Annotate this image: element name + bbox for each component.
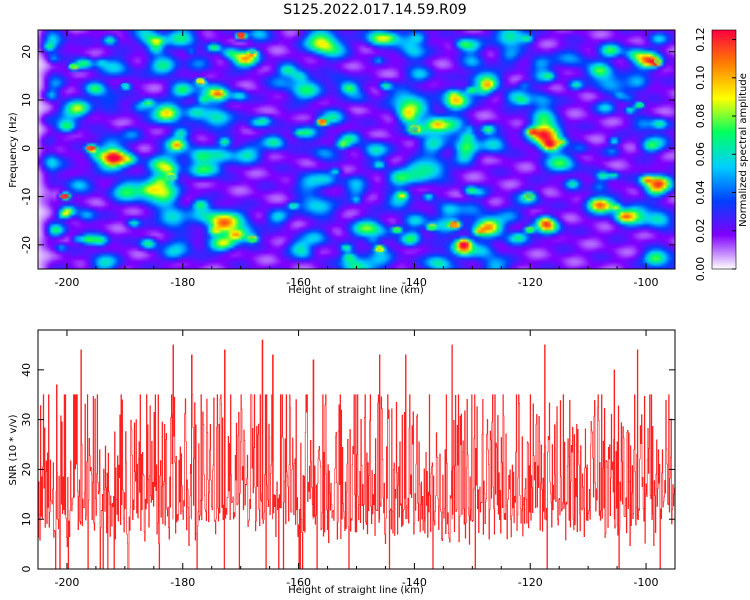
spectrogram-y-axis-title: Frequency (Hz) <box>8 112 19 188</box>
colorbar-title: Normalized spectral amplitude <box>738 73 749 227</box>
spectrogram-x-axis-title: Height of straight line (km) <box>288 285 424 296</box>
spectrogram-y-tick-label: 20 <box>20 45 33 59</box>
spectrogram-y-ticks: -20 -10 0 10 20 <box>20 45 675 254</box>
colorbar-scale <box>711 29 737 270</box>
snr-x-tick-label: -140 <box>402 576 427 589</box>
spectrogram-hotspot <box>636 102 645 108</box>
spectrogram-hotspot <box>427 225 436 231</box>
spectrogram-hotspot <box>196 78 205 84</box>
snr-x-tick-label: -160 <box>286 576 311 589</box>
snr-x-tick-label: -120 <box>518 576 543 589</box>
spectrogram-hotspot <box>248 49 257 55</box>
spectrogram-hotspot <box>375 247 384 253</box>
snr-y-axis-title: SNR (10 * v/v) <box>8 414 19 485</box>
snr-peaks <box>56 339 638 520</box>
snr-x-tick-label: -180 <box>170 576 195 589</box>
snr-y-ticks: 0 10 20 30 40 <box>20 363 675 573</box>
spectrogram-hotspot <box>526 227 535 233</box>
snr-y-tick-label: 20 <box>20 462 33 476</box>
spectrogram-y-tick-label: 10 <box>20 93 33 107</box>
spectrogram-hotspot <box>450 223 459 229</box>
spectrogram-hotspot <box>60 194 69 200</box>
spectrogram-hotspot <box>317 119 326 125</box>
spectrogram-hotspots <box>60 32 662 253</box>
spectrogram-hotspot <box>393 227 402 233</box>
spectrogram-hotspot <box>288 203 297 209</box>
spectrogram-hotspot <box>248 237 257 243</box>
spectrogram-hotspot <box>526 194 535 200</box>
colorbar-tick-label: 0.06 <box>694 142 707 167</box>
spectrogram-hotspot <box>410 126 419 132</box>
spectrogram-y-tick-label: -10 <box>20 188 33 206</box>
page-title: S125.2022.017.14.59.R09 <box>283 2 467 18</box>
colorbar-tick-label: 0.12 <box>694 27 707 52</box>
spectrogram-hotspot <box>86 145 95 151</box>
colorbar-tick-label: 0.04 <box>694 180 707 205</box>
spectrogram-heatmap <box>38 30 675 269</box>
spectrogram-hotspot <box>68 63 77 69</box>
colorbar: 0.00 0.02 0.04 0.06 0.08 0.10 0.12 Normalized … <box>694 27 749 281</box>
snr-x-tick-label: -100 <box>634 576 659 589</box>
spectrogram-x-tick-label: -140 <box>402 276 427 289</box>
colorbar-tick-label: 0.08 <box>694 104 707 129</box>
spectrogram-y-tick-label: 0 <box>20 145 33 152</box>
spectrogram-hotspot <box>653 58 662 64</box>
spectrogram-x-tick-label: -200 <box>54 276 79 289</box>
spectrogram-x-ticks: -200 -180 -160 -140 -120 -100 <box>37 30 676 289</box>
spectrogram-hotspot <box>120 83 129 89</box>
snr-series-line <box>38 339 675 569</box>
snr-y-tick-label: 10 <box>20 512 33 526</box>
spectrogram-x-tick-label: -160 <box>286 276 311 289</box>
colorbar-ticks: 0.00 0.02 0.04 0.06 0.08 0.10 0.12 <box>694 27 736 281</box>
spectrogram-x-tick-label: -100 <box>634 276 659 289</box>
colorbar-tick-label: 0.10 <box>694 66 707 91</box>
spectrogram-hotspot <box>167 174 176 180</box>
snr-y-tick-label: 0 <box>20 566 33 573</box>
spectrogram-x-tick-label: -180 <box>170 276 195 289</box>
spectrogram-hotspot <box>236 32 245 38</box>
snr-x-axis-title: Height of straight line (km) <box>288 585 424 596</box>
colorbar-tick-label: 0.00 <box>694 257 707 282</box>
snr-y-tick-label: 30 <box>20 413 33 427</box>
snr-y-tick-label: 40 <box>20 363 33 377</box>
spectrogram-x-tick-label: -120 <box>518 276 543 289</box>
colorbar-tick-label: 0.02 <box>694 219 707 244</box>
snr-x-tick-label: -200 <box>54 576 79 589</box>
spectrogram-y-tick-label: -20 <box>20 236 33 254</box>
snr-panel: -200 -180 -160 -140 -120 -100 0 10 20 30 40 Heigh… <box>8 329 676 596</box>
